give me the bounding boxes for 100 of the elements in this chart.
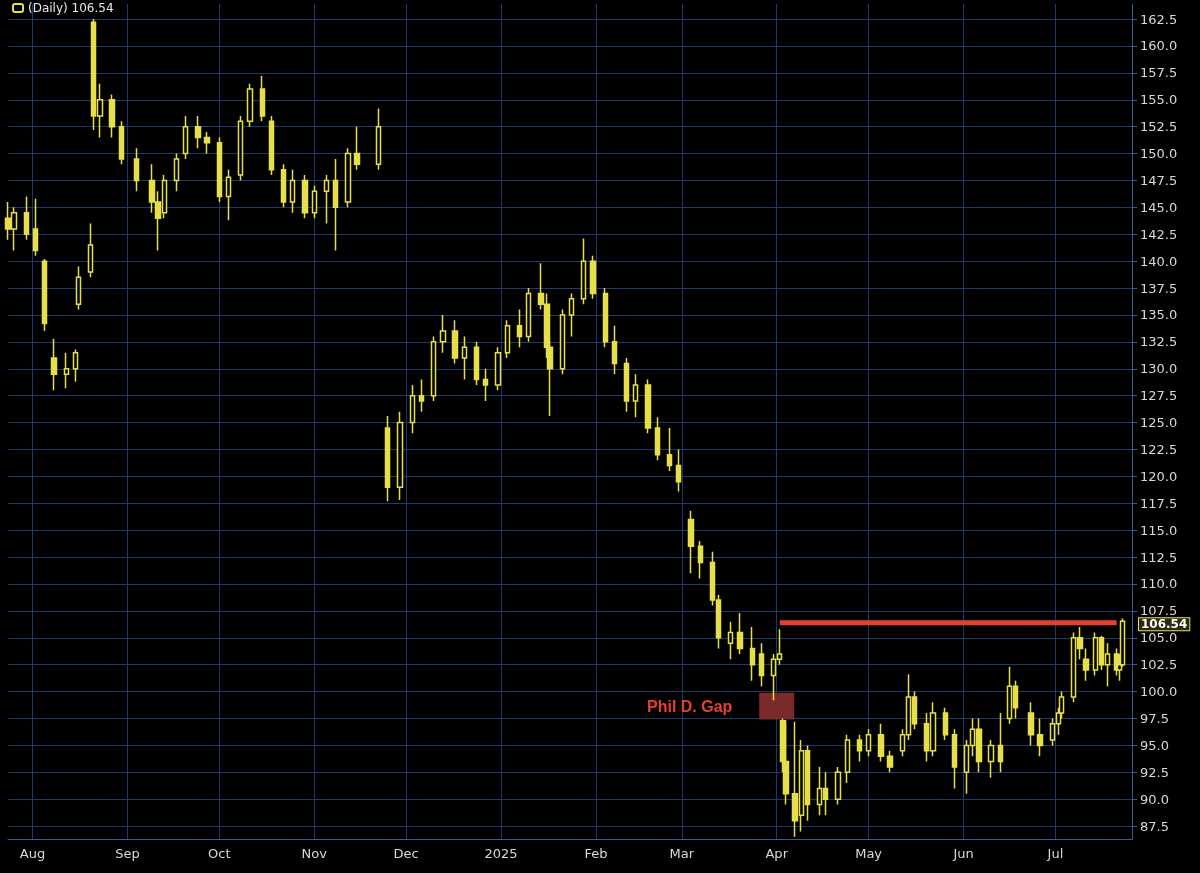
annotation: Phil D. Gap [647,698,733,716]
y-tick-label: 102.5 [1140,657,1178,673]
candlestick [568,292,575,338]
candlestick [23,195,30,241]
y-tick-label: 150.0 [1140,146,1178,162]
legend-label: (Daily) 106.54 [28,1,114,15]
candlestick [173,152,180,192]
x-tick-label: Jul [1046,846,1064,861]
y-tick-label: 160.0 [1140,38,1178,54]
candlestick [182,115,189,160]
candlestick [736,612,744,655]
x-tick-label: Mar [669,846,695,861]
y-tick-label: 120.0 [1140,468,1178,484]
candlestick [311,185,318,219]
candlestick [473,341,480,386]
candlestick [430,335,437,402]
candlestick [451,319,459,365]
y-tick-label: 125.0 [1140,415,1178,431]
candlestick [749,626,756,682]
candlestick [494,346,502,392]
y-tick-label: 105.0 [1140,630,1178,646]
y-tick-label: 112.5 [1140,549,1178,565]
candlestick [942,706,949,741]
candlestick [216,136,223,203]
y-tick-label: 145.0 [1140,199,1178,215]
candlestick [353,125,361,171]
candlestick [225,168,232,222]
candlestick [384,415,391,502]
candlestick [1027,701,1035,747]
candlestick [727,620,734,661]
y-tick-label: 142.5 [1140,226,1178,242]
y-tick-label: 155.0 [1140,92,1178,108]
candlestick [194,115,202,149]
y-tick-label: 122.5 [1140,441,1178,457]
y-tick-label: 90.0 [1140,791,1169,807]
y-tick-label: 162.5 [1140,11,1178,27]
candlestick [632,373,639,418]
candlestick [987,739,995,779]
candlestick [289,168,296,214]
y-tick-label: 147.5 [1140,172,1178,188]
candlestick [409,384,416,435]
y-tick-label: 117.5 [1140,495,1178,511]
candlestick [203,131,211,155]
y-tick-label: 132.5 [1140,334,1178,350]
x-tick-label: Jun [952,846,974,861]
candlestick [50,337,58,392]
candlestick [323,174,330,225]
candlestick [504,319,511,359]
candlestick [687,510,695,574]
candlestick [865,728,872,757]
candlestick [997,712,1004,774]
candlestick [844,733,851,784]
candlestick [280,163,287,209]
y-tick-label: 152.5 [1140,119,1178,135]
y-tick-label: 100.0 [1140,684,1178,700]
x-tick-label: Aug [19,846,46,861]
y-tick-label: 140.0 [1140,253,1178,269]
y-tick-label: 137.5 [1140,280,1178,296]
candlestick [623,357,630,413]
candlestick [32,198,39,257]
candlestick [697,540,704,580]
candlestick [758,642,765,687]
candlestick [461,335,468,381]
candlestick [237,115,244,182]
candlestick [856,733,863,763]
candlestick [246,82,254,128]
candlestick [951,728,958,790]
y-tick-label: 135.0 [1140,307,1178,323]
candlestick [108,93,116,139]
candlestick [580,237,587,305]
candlestick [41,258,48,332]
y-tick-label: 115.0 [1140,522,1178,538]
y-tick-label: 157.5 [1140,65,1178,81]
candlestick [886,750,894,774]
candlestick [1036,717,1044,757]
x-tick-label: Nov [301,846,328,861]
annotation: 106.54 [1141,617,1188,632]
x-tick-label: 2025 [484,846,518,861]
candlestick [644,378,652,435]
y-tick-label: 127.5 [1140,388,1178,404]
candlestick [602,287,609,348]
y-tick-label: 92.5 [1140,764,1169,780]
candlestick [834,766,842,806]
candlestick [118,120,125,166]
x-tick-label: May [855,846,883,861]
y-tick-label: 130.0 [1140,361,1178,377]
candlestick [268,115,275,176]
candlestick [675,448,682,493]
candlestick [72,348,79,383]
y-tick-label: 87.5 [1140,818,1169,834]
candlestick [589,255,597,300]
candlestick [301,174,309,219]
x-tick-label: Dec [393,846,419,861]
candlestick [375,107,382,171]
candlestick [1082,647,1090,682]
y-tick-label: 95.0 [1140,737,1169,753]
candlestick [877,723,885,763]
candlestick [439,314,447,354]
candlestick [344,147,352,209]
candlestick [559,308,566,375]
